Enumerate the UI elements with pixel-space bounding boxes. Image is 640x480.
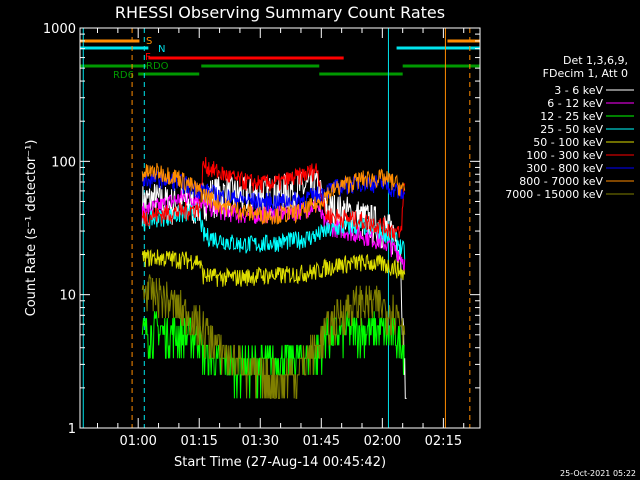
legend-label-100-300-kev: 100 - 300 keV	[526, 149, 603, 162]
legend-label-300-800-kev: 300 - 800 keV	[526, 162, 603, 175]
footer-date: 25-Oct-2021 05:22	[560, 469, 636, 478]
y-tick-label-1000: 1000	[43, 22, 76, 37]
legend-label-800-7000-kev: 800 - 7000 keV	[519, 175, 603, 188]
x-tick-label-02-15: 02:15	[425, 434, 462, 449]
x-tick-label-02-00: 02:00	[364, 434, 401, 449]
series-line-100-300-kev	[141, 156, 406, 242]
status-label-s: S	[146, 36, 152, 47]
legend-label-50-100-kev: 50 - 100 keV	[533, 136, 603, 149]
y-tick-label-1: 1	[68, 422, 76, 437]
series-line-50-100-kev	[141, 249, 406, 287]
x-tick-label-01-30: 01:30	[242, 434, 279, 449]
series-line-800-7000-kev	[141, 163, 406, 225]
series-line-25-50-kev	[141, 202, 406, 260]
y-tick-label-10: 10	[59, 289, 76, 304]
legend-header-line-1: Det 1,3,6,9,	[563, 54, 628, 67]
legend-label-7000-15000-kev: 7000 - 15000 keV	[505, 188, 603, 201]
plot-frame	[79, 27, 481, 429]
legend-label-6-12-kev: 6 - 12 keV	[547, 97, 603, 110]
x-tick-label-01-00: 01:00	[119, 434, 156, 449]
y-tick-label-100: 100	[51, 155, 76, 170]
legend-label-12-25-kev: 12 - 25 keV	[540, 110, 603, 123]
status-label-rdo: RDO	[146, 61, 169, 72]
legend-label-25-50-kev: 25 - 50 keV	[540, 123, 603, 136]
y-axis-label: Count Rate (s⁻¹ detector⁻¹)	[24, 140, 39, 317]
chart-title: RHESSI Observing Summary Count Rates	[115, 3, 445, 22]
axes: 1 10 100 1000 01:00 01:15 01:30 01:45 02:00 02:15	[43, 22, 481, 449]
status-label-rd6: RD6	[113, 70, 134, 81]
legend-header-line-2: FDecim 1, Att 0	[543, 67, 628, 80]
status-label-f: F	[145, 52, 151, 63]
x-tick-label-01-15: 01:15	[180, 434, 217, 449]
x-axis-label: Start Time (27-Aug-14 00:45:42)	[174, 455, 386, 470]
x-tick-label-01-45: 01:45	[303, 434, 340, 449]
data-series	[141, 156, 407, 399]
status-label-n: N	[158, 44, 165, 55]
series-line-7000-15000-kev	[141, 274, 406, 399]
series-line-300-800-kev	[141, 169, 406, 212]
legend-label-3-6-kev: 3 - 6 keV	[554, 84, 603, 97]
